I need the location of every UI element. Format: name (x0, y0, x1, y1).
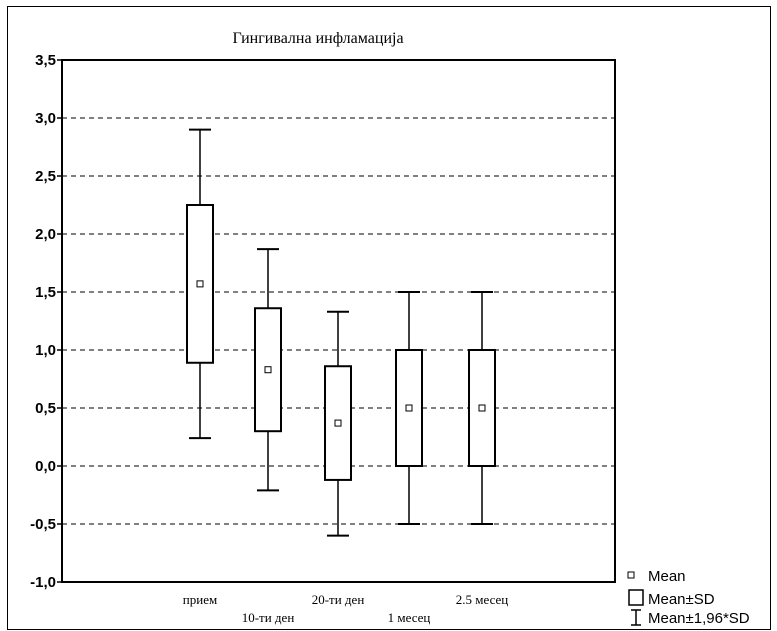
x-axis: прием 10-ти ден 20-ти ден 1 месец 2.5 месец (183, 592, 508, 625)
sd-box (395, 349, 423, 467)
sd-box (468, 349, 496, 467)
grid-lines (62, 117, 615, 525)
sd-box (324, 365, 352, 481)
x-category-label: 2.5 месец (456, 592, 509, 607)
mean-marker (405, 404, 413, 412)
y-tick-label: 1,5 (35, 284, 56, 301)
plot-area (61, 59, 616, 583)
x-category-label: 1 месец (388, 610, 431, 625)
legend-sd-label: Mean±SD (648, 591, 715, 608)
legend-sd-marker (628, 589, 644, 606)
legend-mean-marker (627, 571, 635, 579)
y-tick-label: 0,0 (35, 458, 56, 475)
plot-marks (186, 128, 496, 537)
legend-mean-label: Mean (648, 568, 686, 585)
legend-ci-label: Mean±1,96*SD (648, 610, 750, 627)
legend: Mean Mean±SD Mean±1,96*SD (627, 568, 750, 627)
y-tick-label: 3,0 (35, 110, 56, 127)
mean-marker (196, 280, 204, 288)
figure-frame (7, 6, 771, 630)
x-category-label: 20-ти ден (312, 592, 365, 607)
x-category-label: прием (183, 592, 217, 607)
y-tick-label: 2,0 (35, 226, 56, 243)
mean-marker (478, 404, 486, 412)
x-category-label: 10-ти ден (242, 610, 295, 625)
y-tick-label: -1,0 (30, 574, 56, 591)
y-axis: 3,5 3,0 2,5 2,0 1,5 1,0 0,5 0,0 -0,5 -1,0 (30, 52, 62, 591)
sd-box (254, 307, 282, 433)
y-tick-label: 0,5 (35, 400, 56, 417)
y-tick-label: 2,5 (35, 168, 56, 185)
mean-marker (334, 419, 342, 427)
y-tick-label: 3,5 (35, 52, 56, 69)
y-tick-label: 1,0 (35, 342, 56, 359)
sd-box (186, 204, 214, 364)
legend-ci-marker (631, 609, 641, 626)
chart-title: Гингивална инфламација (232, 30, 403, 47)
y-tick-label: -0,5 (30, 516, 56, 533)
mean-marker (264, 366, 272, 374)
